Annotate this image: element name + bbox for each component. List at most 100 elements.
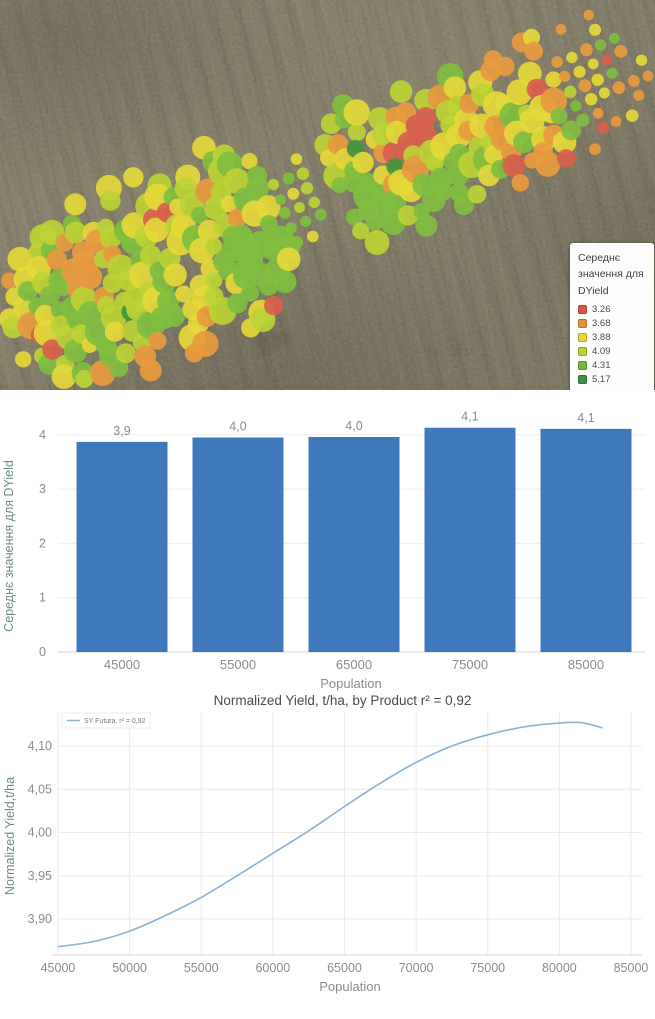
yield-dot[interactable] [580,43,593,57]
yield-dot[interactable] [63,339,88,363]
yield-dot[interactable] [227,293,248,314]
yield-dot[interactable] [51,364,77,389]
yield-dot[interactable] [573,65,586,78]
yield-dot[interactable] [64,193,87,216]
yield-dot[interactable] [389,80,413,103]
yield-dot[interactable] [175,285,193,303]
yield-dot[interactable] [612,81,626,94]
yield-dot[interactable] [77,264,103,290]
yield-dot[interactable] [566,51,578,64]
yield-dot[interactable] [308,196,320,209]
yield-dot[interactable] [331,177,348,194]
yield-dot[interactable] [597,121,610,134]
yield-dot[interactable] [1,272,18,289]
yield-dot[interactable] [564,85,577,99]
yield-dot[interactable] [642,70,654,82]
yield-dot[interactable] [584,93,598,106]
yield-dot[interactable] [608,32,620,44]
yield-dot[interactable] [75,370,94,388]
bar[interactable] [308,436,400,652]
yield-dot[interactable] [550,107,568,125]
trend-line[interactable] [57,721,603,948]
yield-dot[interactable] [495,56,515,77]
yield-dot[interactable] [591,73,604,87]
yield-dot[interactable] [513,131,535,154]
yield-dot[interactable] [260,215,278,233]
yield-dot[interactable] [191,206,209,224]
yield-dot[interactable] [290,153,303,165]
yield-dot[interactable] [7,246,33,272]
yield-dot[interactable] [415,107,437,128]
yield-dot[interactable] [588,23,602,36]
yield-dot[interactable] [296,167,310,180]
yield-dot[interactable] [273,270,297,294]
yield-dot[interactable] [140,244,161,266]
yield-dot[interactable] [163,263,187,287]
yield-dot[interactable] [144,217,169,243]
yield-dot[interactable] [583,9,595,21]
bar[interactable] [76,441,168,652]
yield-dot[interactable] [42,339,63,360]
yield-dot[interactable] [46,249,67,270]
yield-dot[interactable] [104,321,125,342]
yield-dot[interactable] [223,168,250,194]
yield-dot[interactable] [587,58,599,70]
yield-dot[interactable] [606,67,618,79]
yield-dot[interactable] [467,185,487,204]
yield-dot[interactable] [100,190,121,211]
yield-dot[interactable] [592,107,604,119]
yield-dot[interactable] [555,24,567,35]
yield-dot[interactable] [163,304,186,327]
yield-dot[interactable] [347,123,366,142]
yield-dot[interactable] [314,208,327,221]
yield-dot[interactable] [570,100,582,112]
yield-dot[interactable] [241,283,260,302]
yield-dot[interactable] [246,176,270,200]
yield-dot[interactable] [578,79,592,93]
yield-dot[interactable] [290,235,304,249]
yield-map[interactable]: Середнє значення для DYield 3.26 3.68 3.88… [0,0,655,390]
yield-dot[interactable] [535,151,561,177]
yield-dot[interactable] [561,120,581,141]
yield-dot[interactable] [15,351,32,368]
yield-dot[interactable] [589,143,601,156]
yield-dot[interactable] [522,28,541,46]
yield-dot[interactable] [148,331,167,350]
yield-dot[interactable] [614,45,628,58]
yield-dot[interactable] [556,149,576,168]
yield-dot[interactable] [352,151,374,174]
yield-dot[interactable] [352,222,370,240]
yield-dot[interactable] [625,109,639,122]
yield-dot[interactable] [511,174,530,192]
yield-dot[interactable] [13,297,33,317]
yield-dot[interactable] [205,271,223,289]
yield-dot[interactable] [415,214,438,237]
yield-dot[interactable] [64,221,87,244]
yield-dot[interactable] [320,149,338,167]
yield-dot[interactable] [300,215,312,227]
yield-dot[interactable] [264,295,284,316]
yield-dot[interactable] [294,202,305,213]
yield-dot[interactable] [443,76,467,99]
yield-dot[interactable] [343,99,370,126]
yield-dot[interactable] [300,182,314,195]
yield-dot[interactable] [278,206,291,219]
yield-dot[interactable] [285,222,297,234]
yield-dot[interactable] [453,195,474,216]
yield-dot[interactable] [506,79,533,106]
bar[interactable] [192,437,284,652]
bar[interactable] [540,428,632,652]
yield-dot[interactable] [192,330,219,357]
yield-dot[interactable] [282,172,295,185]
yield-dot[interactable] [275,194,286,206]
yield-dot[interactable] [633,89,645,101]
yield-dot[interactable] [524,41,543,61]
yield-dot[interactable] [601,54,613,66]
yield-dot[interactable] [382,190,407,214]
yield-dot[interactable] [364,230,390,255]
yield-dot[interactable] [221,195,238,213]
yield-dot[interactable] [287,187,300,200]
yield-dot[interactable] [545,71,562,88]
yield-dot[interactable] [433,182,452,201]
yield-dot[interactable] [540,87,567,115]
